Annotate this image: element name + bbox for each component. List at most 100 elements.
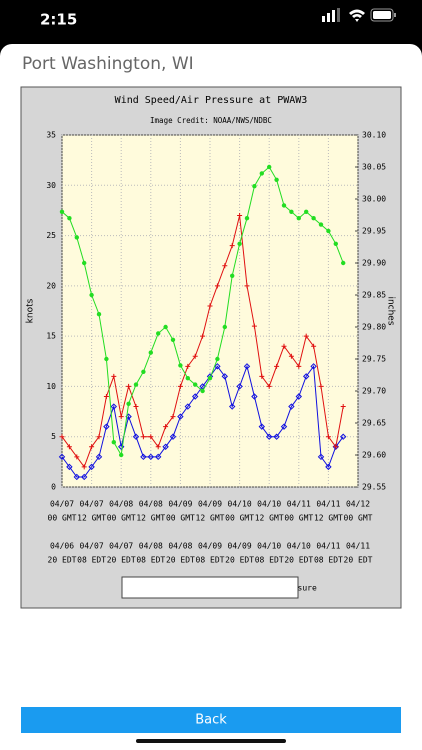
marker (296, 216, 301, 221)
marker (170, 337, 176, 342)
marker (280, 423, 288, 430)
chart-title: Wind Speed/Air Pressure at PWAW3 (115, 95, 308, 106)
x-tick-label: 04/11 (287, 500, 311, 509)
x-tick-label: 20 EDT (344, 556, 373, 565)
marker (191, 393, 199, 400)
x-tick-label: 04/08 (139, 542, 163, 551)
marker (326, 228, 331, 234)
marker (251, 393, 258, 400)
back-button-label[interactable]: Back (195, 713, 227, 728)
back-button[interactable] (21, 707, 401, 733)
marker (311, 343, 317, 349)
marker (59, 209, 65, 214)
marker (104, 356, 109, 362)
x-tick-label: 04/09 (228, 542, 252, 551)
marker (96, 312, 102, 317)
series-line (61, 364, 344, 478)
marker (110, 403, 118, 410)
marker (66, 463, 73, 471)
x-tick-label: 00 GMT (166, 514, 195, 523)
marker (258, 423, 266, 430)
x-tick-label: 08 EDT (136, 556, 165, 565)
y-tick-label: 20 (46, 281, 56, 290)
marker (80, 473, 88, 481)
marker (177, 413, 184, 420)
marker (259, 171, 264, 176)
marker (126, 401, 131, 406)
marker (156, 331, 161, 336)
marker (185, 363, 191, 369)
marker (281, 203, 287, 208)
x-tick-label: 00 GMT (344, 514, 373, 523)
y2-tick-label: 29.90 (362, 259, 386, 268)
marker (230, 273, 235, 278)
y-tick-label: 5 (51, 432, 56, 441)
marker (89, 292, 94, 298)
x-tick-label: 04/10 (287, 542, 311, 551)
marker (222, 263, 228, 269)
marker (296, 363, 302, 369)
marker (163, 424, 169, 430)
x-tick-label: 04/07 (50, 500, 74, 509)
y2-tick-label: 29.60 (362, 451, 386, 460)
marker (67, 216, 72, 221)
marker (96, 434, 102, 440)
x-tick-label: 08 EDT (255, 556, 284, 565)
y2-tick-label: 30.10 (362, 131, 386, 140)
marker (340, 404, 346, 410)
marker (325, 463, 332, 471)
marker (252, 184, 257, 189)
x-tick-label: 04/07 (80, 542, 104, 551)
y2-tick-label: 29.80 (362, 323, 386, 332)
marker (259, 373, 265, 379)
marker (274, 177, 279, 182)
marker (273, 433, 280, 440)
marker (193, 382, 198, 387)
x-tick-label: 04/10 (257, 542, 281, 551)
marker (133, 404, 139, 410)
marker (339, 433, 347, 440)
status-time: 2:15 (40, 11, 77, 29)
marker (148, 350, 153, 355)
marker (66, 444, 72, 450)
x-tick-label: 08 EDT (77, 556, 106, 565)
marker (133, 382, 139, 387)
marker (111, 373, 117, 379)
y-tick-label: 25 (46, 231, 56, 240)
x-tick-label: 20 EDT (284, 556, 313, 565)
marker (163, 324, 168, 330)
x-tick-label: 04/07 (80, 500, 104, 509)
x-tick-label: 12 GMT (255, 514, 284, 523)
marker (74, 235, 80, 240)
marker (119, 452, 124, 458)
marker (162, 443, 169, 450)
marker (58, 453, 66, 461)
marker (141, 369, 146, 374)
x-tick-label: 08 EDT (314, 556, 343, 565)
header-title: Port Washington, WI (22, 54, 194, 74)
marker (111, 440, 117, 445)
marker (266, 383, 272, 389)
y2-tick-label: 29.70 (362, 387, 386, 396)
marker (288, 353, 294, 359)
marker (317, 453, 325, 461)
marker (288, 403, 295, 410)
marker (311, 216, 316, 221)
x-tick-label: 04/10 (228, 500, 252, 509)
marker (200, 333, 206, 339)
marker (148, 434, 154, 440)
marker (178, 363, 183, 368)
marker (140, 434, 146, 440)
marker (289, 209, 294, 214)
marker (214, 283, 220, 289)
marker (214, 363, 221, 370)
x-tick-label: 12 GMT (136, 514, 165, 523)
x-tick-label: 04/09 (198, 500, 222, 509)
plot-area (61, 134, 359, 488)
marker (82, 260, 87, 266)
marker (200, 388, 205, 394)
y-tick-label: 15 (46, 332, 56, 341)
x-tick-label: 04/09 (198, 542, 222, 551)
